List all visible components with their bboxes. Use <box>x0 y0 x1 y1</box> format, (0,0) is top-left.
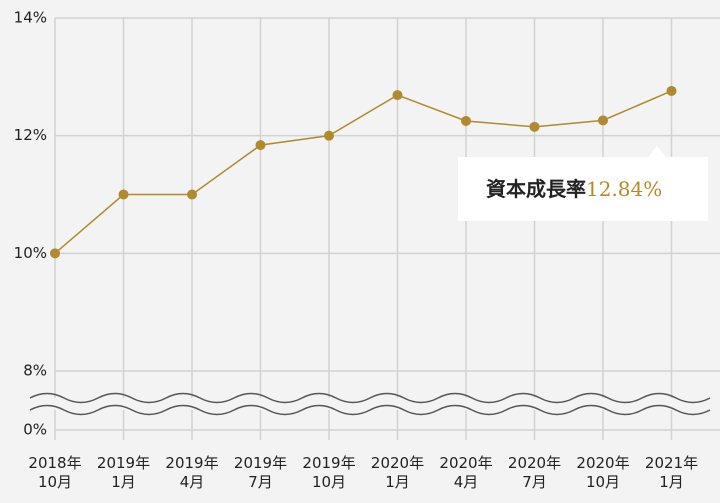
series-line <box>54 90 672 254</box>
x-tick-label-line: 7月 <box>248 473 273 491</box>
point <box>324 130 334 141</box>
point <box>392 90 403 101</box>
x-tick-label-line: 2021年 <box>645 454 698 472</box>
x-tick-label-line: 7月 <box>522 473 547 491</box>
x-tick-label-line: 2018年 <box>28 454 81 472</box>
point <box>187 189 197 200</box>
y-tick-label: 8% <box>23 362 47 380</box>
point <box>50 248 60 259</box>
x-tick-label: 2019年 10月 <box>302 454 355 491</box>
x-tick-label-line: 2019年 <box>97 454 150 472</box>
annotation-box <box>458 146 708 221</box>
x-tick-label-line: 2020年 <box>508 454 561 472</box>
y-tick-label: 0% <box>23 421 47 439</box>
x-tick-label: 2020年 7月 <box>508 454 561 491</box>
annotation-text: 資本成長率12.84% <box>486 177 662 201</box>
break-wave <box>29 392 711 404</box>
break-wave <box>29 404 711 416</box>
x-tick-label-line: 2019年 <box>302 454 355 472</box>
x-tick-label-line: 10月 <box>586 473 620 491</box>
x-tick-label: 2018年 10月 <box>28 454 81 491</box>
annotation-value: 12.84% <box>586 177 662 201</box>
x-tick-label-line: 2020年 <box>371 454 424 472</box>
x-tick-label: 2019年 7月 <box>234 454 287 491</box>
point <box>255 140 266 151</box>
y-tick-label: 14% <box>14 9 47 27</box>
point <box>118 189 129 200</box>
plot <box>50 85 677 259</box>
point <box>529 121 540 132</box>
y-tick-label: 10% <box>14 244 47 262</box>
point <box>461 115 471 126</box>
x-tick-label-line: 4月 <box>454 473 479 491</box>
annotation: 資本成長率12.84% <box>458 146 708 221</box>
x-tick-label: 2021年 1月 <box>645 454 698 491</box>
x-tick-label: 2019年 1月 <box>97 454 150 491</box>
annotation-label: 資本成長率 <box>486 177 586 201</box>
x-tick-label: 2020年 4月 <box>439 454 492 491</box>
x-tick-label-line: 2020年 <box>439 454 492 472</box>
y-tick-label: 12% <box>14 126 47 144</box>
point <box>598 115 608 126</box>
x-tick-label-line: 10月 <box>38 473 72 491</box>
axis-break <box>29 392 720 416</box>
x-tick-label-line: 4月 <box>180 473 205 491</box>
x-tick-label: 2020年 1月 <box>371 454 424 491</box>
x-tick-label-line: 1月 <box>659 473 684 491</box>
x-tick-label-line: 2019年 <box>165 454 218 472</box>
x-tick-label: 2019年 4月 <box>165 454 218 491</box>
x-tick-label: 2020年 10月 <box>576 454 629 491</box>
x-tick-label-line: 2019年 <box>234 454 287 472</box>
x-tick-label-line: 10月 <box>312 473 346 491</box>
point <box>666 85 677 96</box>
x-tick-label-line: 1月 <box>385 473 410 491</box>
x-tick-label-line: 1月 <box>111 473 136 491</box>
x-tick-label-line: 2020年 <box>576 454 629 472</box>
